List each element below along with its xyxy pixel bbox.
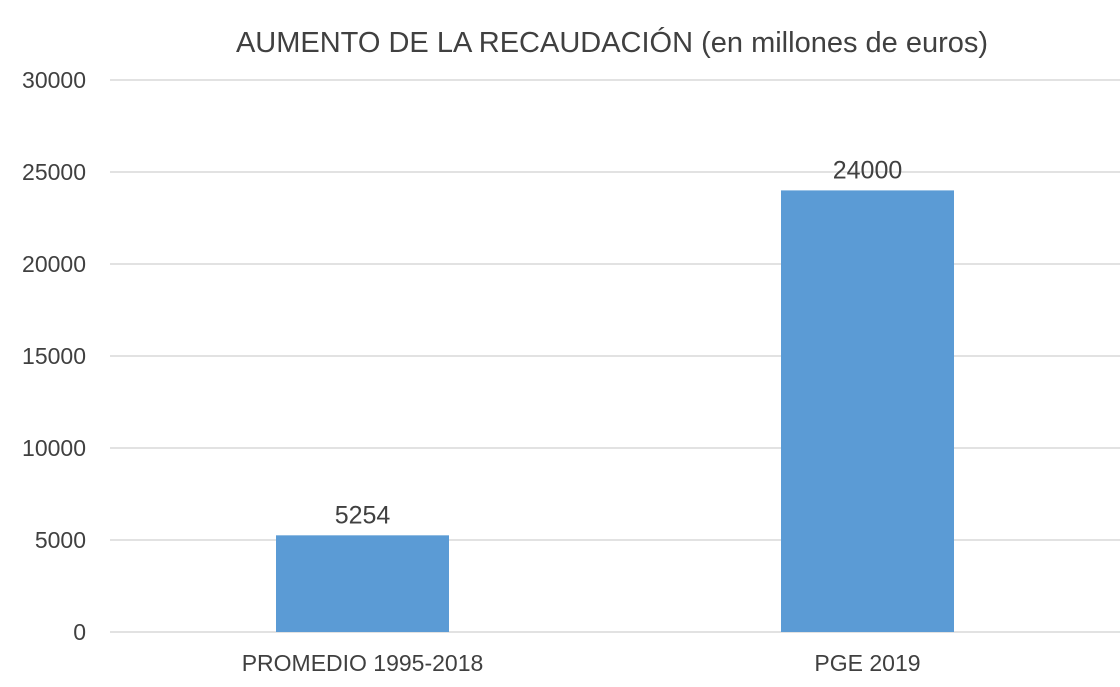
bar [276, 535, 449, 632]
bar [781, 190, 954, 632]
data-label: 24000 [833, 156, 903, 184]
data-label: 5254 [335, 501, 391, 529]
x-category-label: PROMEDIO 1995-2018 [242, 650, 484, 676]
x-axis-category-labels: PROMEDIO 1995-2018 PGE 2019 [242, 650, 921, 676]
y-tick-label: 20000 [22, 251, 86, 277]
y-tick-label: 10000 [22, 435, 86, 461]
chart-title: AUMENTO DE LA RECAUDACIÓN (en millones d… [236, 26, 988, 59]
data-labels: 5254 24000 [335, 156, 903, 529]
y-tick-label: 0 [73, 619, 86, 645]
gridlines [110, 79, 1120, 633]
y-tick-label: 15000 [22, 343, 86, 369]
y-tick-label: 25000 [22, 159, 86, 185]
y-tick-label: 30000 [22, 67, 86, 93]
y-axis-tick-labels: 0 5000 10000 15000 20000 25000 30000 [22, 67, 86, 645]
bars [276, 190, 954, 632]
y-tick-label: 5000 [35, 527, 86, 553]
x-category-label: PGE 2019 [814, 650, 920, 676]
